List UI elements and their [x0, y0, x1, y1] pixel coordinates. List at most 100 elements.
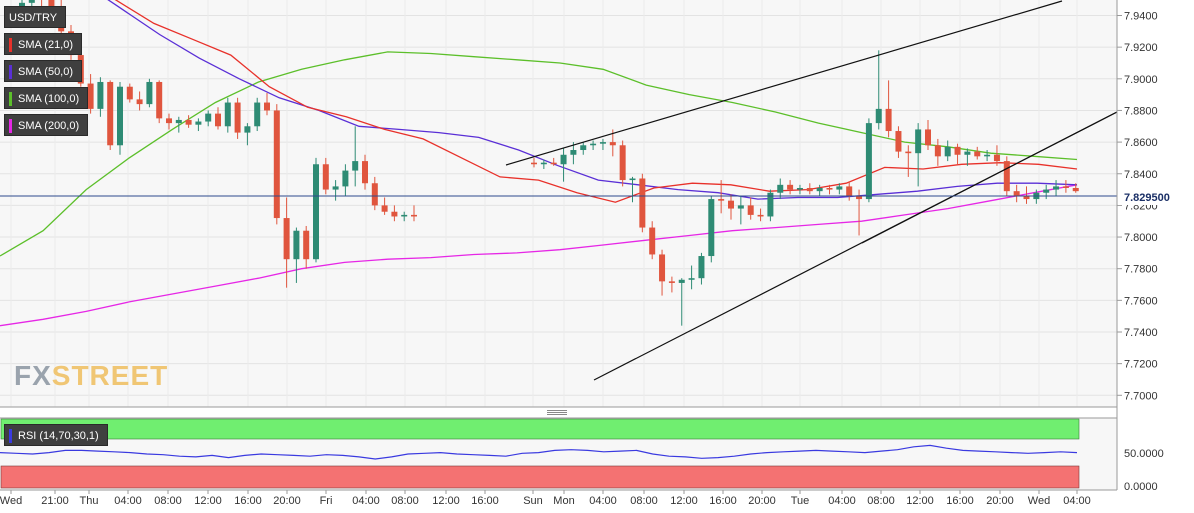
candle — [668, 276, 675, 293]
legend-rsi[interactable]: RSI (14,70,30,1) — [4, 424, 108, 446]
sma21-line — [114, 0, 1078, 203]
candle — [984, 150, 991, 162]
time-tick-label: 20:00 — [273, 495, 301, 507]
time-tick-label: Fri — [320, 495, 333, 507]
time-tick-label: 16:00 — [471, 495, 499, 507]
symbol-label[interactable]: USD/TRY — [4, 6, 67, 28]
sma-200-swatch — [9, 119, 12, 134]
candle — [41, 0, 43, 10]
time-tick-label: Sun — [523, 495, 543, 507]
candle — [362, 154, 368, 190]
time-tick-label: 12:00 — [194, 495, 222, 507]
price-tick-label: 7.8600 — [1124, 137, 1158, 149]
candle — [391, 205, 398, 222]
candle — [283, 197, 290, 288]
sma-100-swatch — [9, 92, 12, 107]
trend-lines — [505, 0, 1118, 381]
price-tick-label: 7.7600 — [1124, 295, 1158, 307]
candle — [944, 140, 951, 162]
candle — [816, 184, 823, 196]
candle — [166, 113, 172, 130]
candle — [146, 78, 153, 108]
candle — [728, 194, 734, 220]
candle — [619, 140, 626, 187]
time-tick-label: Mon — [553, 495, 574, 507]
candle — [352, 126, 359, 187]
candle — [156, 80, 163, 124]
candle — [205, 110, 212, 127]
candle — [599, 138, 606, 151]
candle — [767, 189, 774, 222]
candle — [974, 146, 981, 160]
candle — [1053, 180, 1060, 196]
candle — [264, 93, 270, 116]
candle — [381, 197, 388, 215]
price-tick-label: 7.7000 — [1124, 390, 1158, 402]
last-price-tag — [1118, 188, 1194, 205]
time-tick-label: 04:00 — [114, 495, 142, 507]
time-tick-label: 21:00 — [41, 495, 69, 507]
time-axis-ticks: Wed 21:00 Thu 04:00 08:00 12:00 16:00 20:00 Fri 0… — [0, 490, 1091, 507]
candle — [254, 97, 261, 132]
candle — [856, 189, 863, 236]
candle — [1013, 184, 1020, 203]
candle — [540, 159, 547, 170]
candle — [875, 50, 882, 130]
price-tick-label: 7.8400 — [1124, 169, 1158, 181]
candle — [313, 157, 319, 263]
candle — [175, 116, 182, 133]
candle — [688, 265, 695, 290]
candle — [97, 77, 104, 117]
price-tick-label: 7.8000 — [1124, 232, 1158, 244]
legend-sma-50[interactable]: SMA (50,0) — [4, 60, 83, 82]
candle — [905, 145, 912, 177]
price-tick-label: 7.8800 — [1124, 105, 1158, 117]
candle — [580, 142, 587, 155]
last-price-label: 7.829500 — [1124, 192, 1170, 204]
candle — [964, 148, 971, 166]
legend-sma-200[interactable]: SMA (200,0) — [4, 114, 89, 136]
rsi-line — [0, 444, 1078, 460]
candle — [934, 138, 941, 166]
time-tick-label: 16:00 — [946, 495, 974, 507]
trendline — [861, 111, 1118, 244]
candle — [1043, 184, 1050, 200]
candle — [1072, 183, 1079, 193]
candle — [87, 74, 94, 114]
time-tick-label: 20:00 — [748, 495, 776, 507]
time-tick-label: Wed — [1028, 495, 1050, 507]
candle — [836, 183, 843, 195]
price-tick-label: 7.7200 — [1124, 359, 1158, 371]
candle — [737, 195, 744, 225]
price-axis-ticks: 7.94007.92007.90007.88007.86007.84007.82… — [1117, 11, 1158, 402]
panel-splitter[interactable] — [547, 410, 567, 415]
candle — [224, 97, 231, 133]
rsi-overbought-zone — [0, 418, 1080, 440]
legend-sma-21[interactable]: SMA (21,0) — [4, 33, 83, 55]
candle — [954, 143, 961, 165]
time-tick-label: 12:00 — [432, 495, 460, 507]
sma200-line — [0, 184, 1078, 327]
grid — [0, 0, 1117, 407]
price-tick-label: 7.7800 — [1124, 264, 1158, 276]
candle — [629, 176, 636, 203]
candle — [915, 123, 922, 187]
candle — [846, 181, 853, 201]
candle — [1003, 156, 1010, 196]
candle — [895, 126, 902, 158]
candle — [332, 180, 339, 201]
time-tick-label: 16:00 — [234, 495, 262, 507]
candle — [649, 221, 656, 260]
candle — [708, 195, 715, 263]
legend-sma-100[interactable]: SMA (100,0) — [4, 87, 89, 109]
fxstreet-logo: FXSTREET — [14, 360, 169, 391]
time-tick-label: 16:00 — [709, 495, 737, 507]
time-tick-label: 20:00 — [986, 495, 1014, 507]
price-tick-label: 7.9000 — [1124, 74, 1158, 86]
candle — [993, 145, 1000, 166]
time-tick-label: 04:00 — [352, 495, 380, 507]
time-tick-label: 08:00 — [867, 495, 895, 507]
sma-21-swatch — [9, 38, 12, 53]
time-tick-label: 08:00 — [154, 495, 182, 507]
